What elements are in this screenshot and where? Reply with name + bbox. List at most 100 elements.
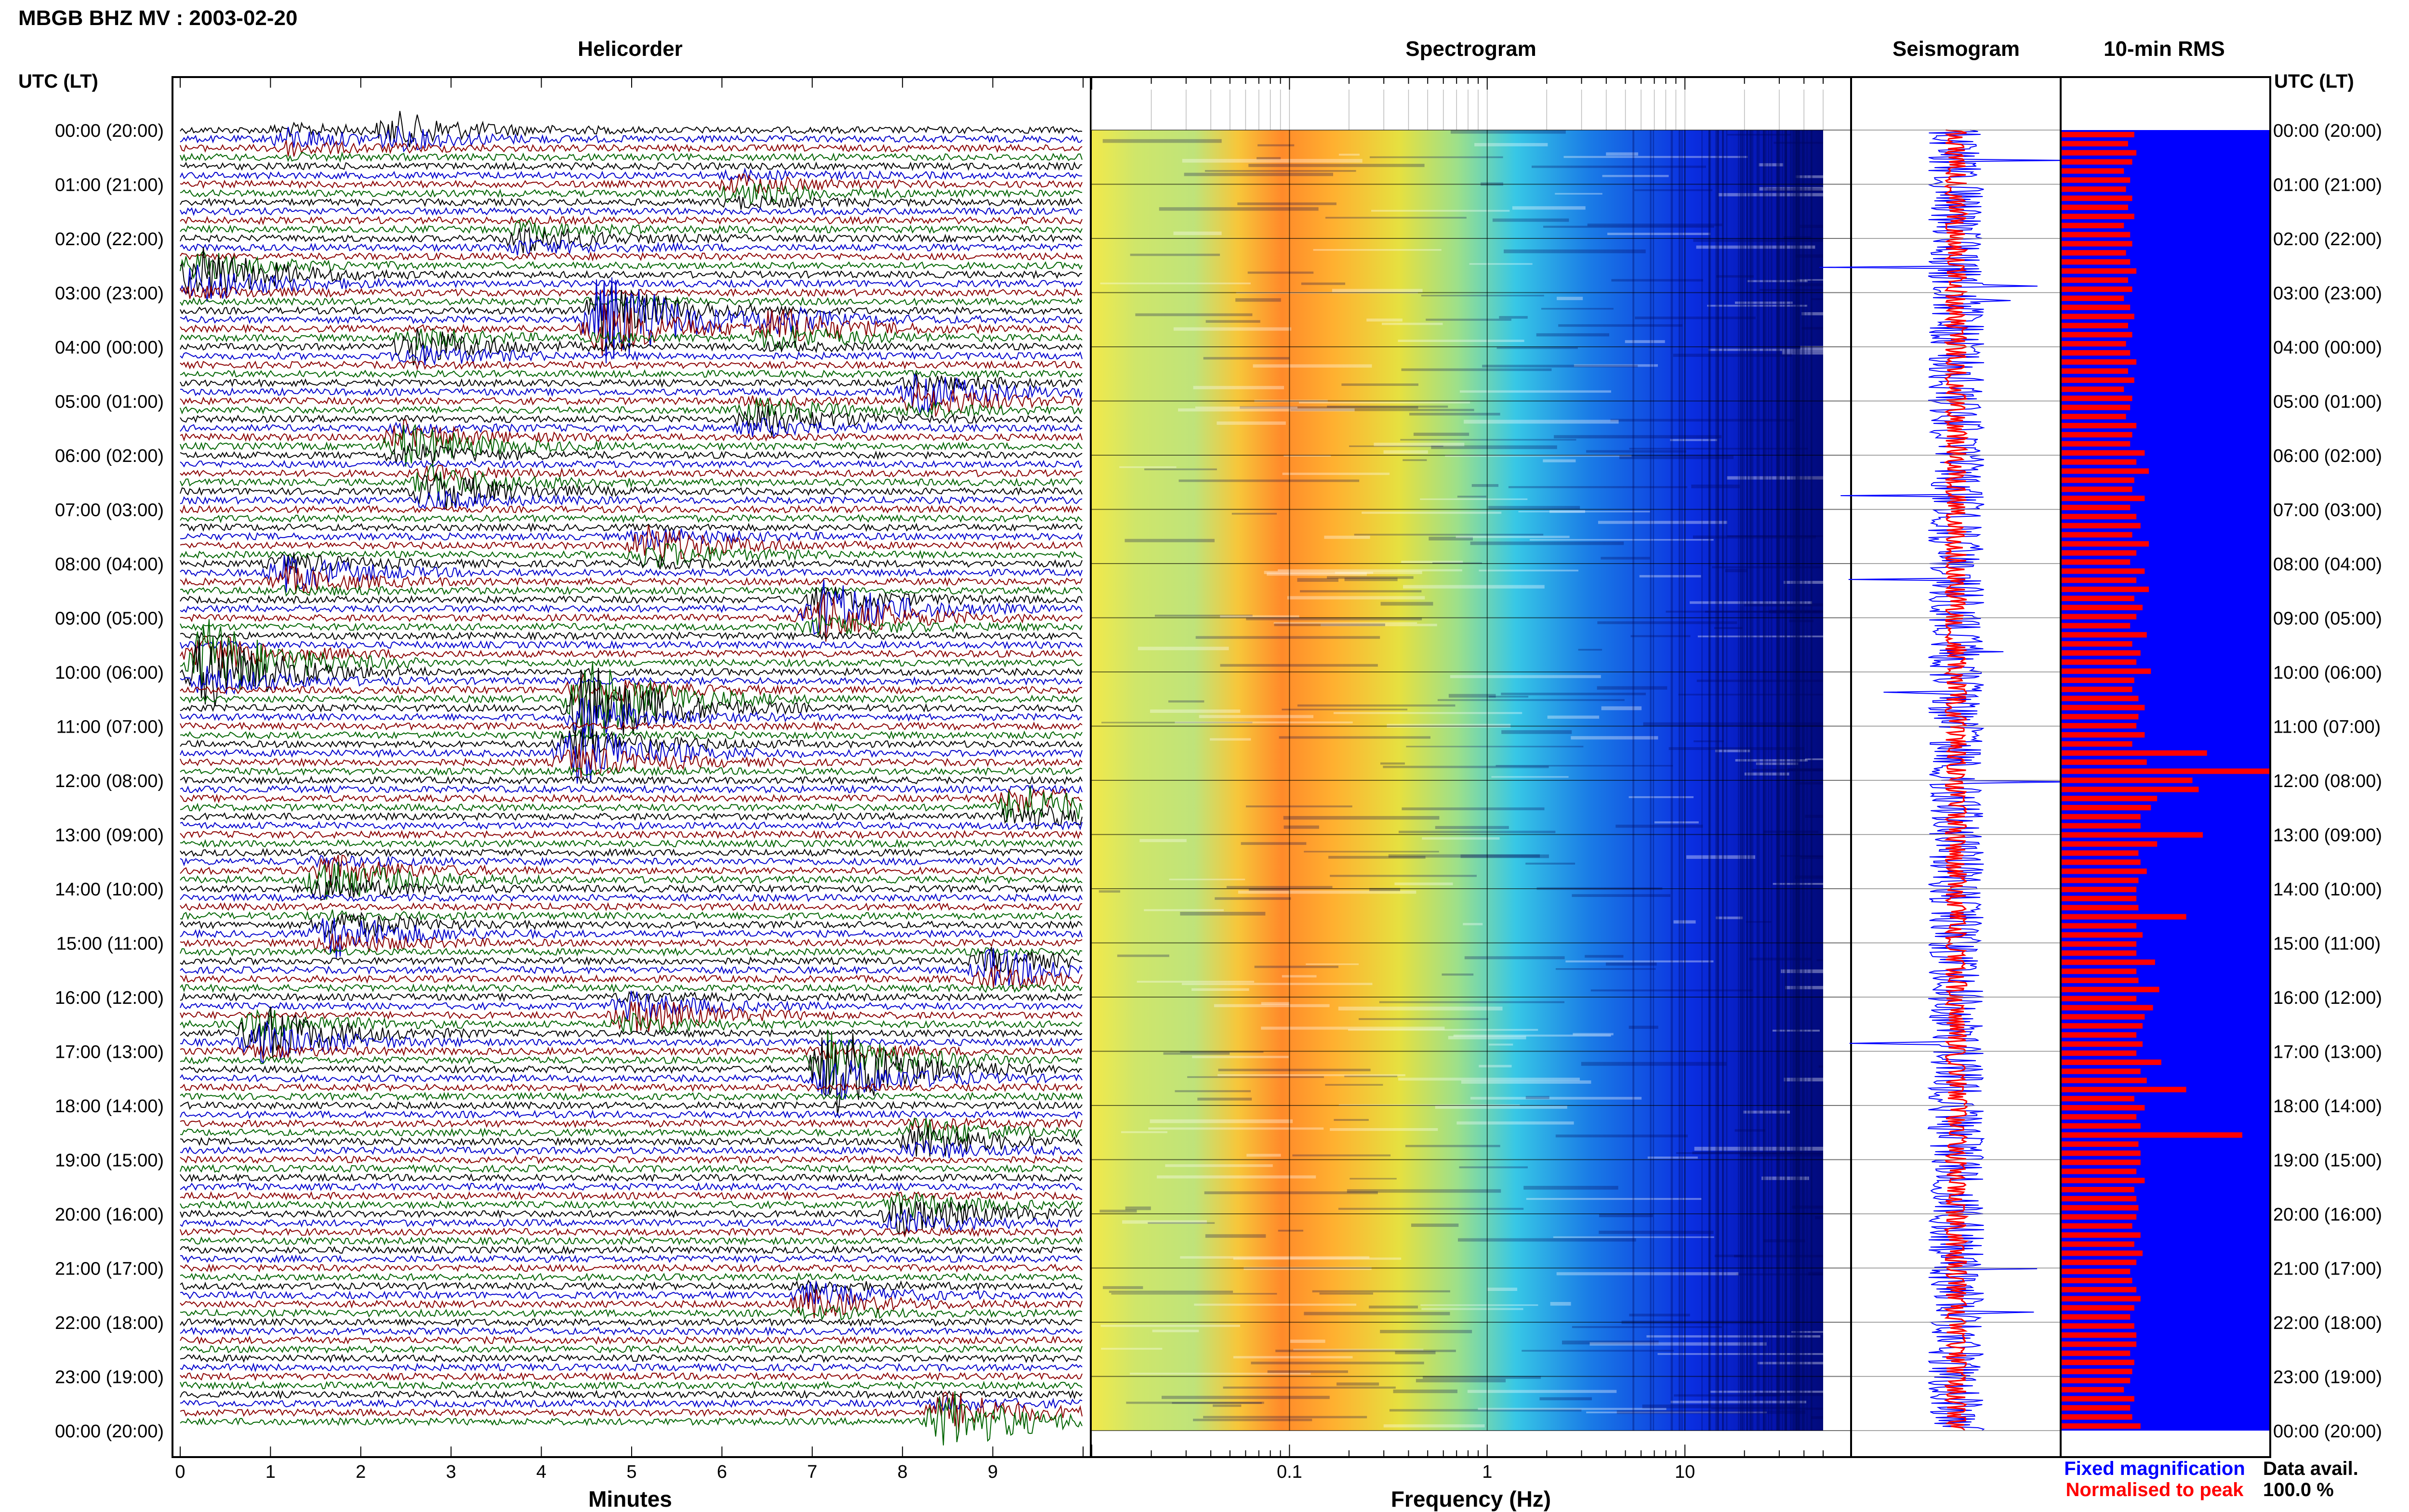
spectrogram-streak bbox=[1734, 1129, 1765, 1132]
spectrogram-streak bbox=[1654, 821, 1699, 824]
spectrogram-streak bbox=[1195, 407, 1298, 409]
hour-label-left: 21:00 (17:00) bbox=[55, 1259, 164, 1279]
rms-bar bbox=[2062, 1150, 2141, 1156]
spectrogram-streak bbox=[1422, 837, 1500, 840]
spectrogram-streak bbox=[1233, 1356, 1353, 1359]
spectrogram-streak bbox=[1625, 340, 1665, 343]
rms-bar bbox=[2062, 878, 2139, 883]
rms-bar bbox=[2062, 368, 2128, 374]
spectrogram-streak bbox=[1426, 318, 1511, 321]
rms-bar bbox=[2062, 959, 2155, 965]
spectrogram-streak bbox=[1130, 1372, 1311, 1375]
rms-bar bbox=[2062, 1223, 2132, 1229]
helicorder-trace bbox=[180, 990, 1083, 1021]
rms-bar bbox=[2062, 696, 2139, 701]
spectrogram-streak bbox=[1615, 825, 1703, 828]
rms-bar bbox=[2062, 1232, 2141, 1238]
spectrogram-streak bbox=[1508, 486, 1688, 488]
spectrogram-streak bbox=[1383, 1424, 1485, 1428]
helicorder-trace bbox=[180, 1389, 1083, 1400]
helicorder-trace bbox=[180, 784, 1083, 795]
spectrogram-streak bbox=[1344, 1075, 1398, 1078]
helicorder-trace bbox=[180, 1371, 1083, 1381]
spectrogram-streak bbox=[1223, 1386, 1396, 1389]
spectrogram-streak bbox=[1759, 163, 1784, 167]
spectrogram-streak bbox=[1246, 617, 1422, 620]
helicorder-trace bbox=[180, 1263, 1083, 1273]
spectrogram-streak bbox=[1487, 1288, 1518, 1291]
spectrogram-streak bbox=[1172, 1402, 1262, 1404]
spectrogram-streak bbox=[1278, 1230, 1304, 1232]
spectrogram-streak bbox=[1173, 327, 1292, 331]
helicorder-trace bbox=[180, 893, 1083, 903]
spectrogram-streak bbox=[1606, 152, 1639, 156]
rms-bar bbox=[2062, 377, 2134, 383]
rms-bar bbox=[2062, 577, 2137, 583]
rms-bar bbox=[2062, 859, 2141, 865]
spectrogram-streak bbox=[1512, 206, 1586, 210]
rms-bar bbox=[2062, 1087, 2186, 1092]
rms-bar bbox=[2062, 986, 2159, 992]
spectrogram-streak bbox=[1716, 275, 1754, 278]
hour-label-right: 12:00 (08:00) bbox=[2273, 771, 2382, 791]
helicorder-trace bbox=[180, 855, 1083, 868]
spectrogram-streak bbox=[1457, 1238, 1636, 1242]
spectrogram-streak bbox=[1338, 1006, 1503, 1011]
spectrogram-streak bbox=[1571, 736, 1658, 740]
spectrogram-streak bbox=[1761, 1176, 1809, 1180]
helicorder-trace bbox=[180, 1173, 1083, 1183]
spectrogram-streak bbox=[1565, 960, 1714, 963]
spectrogram-streak bbox=[1380, 602, 1433, 606]
spectrogram-streak bbox=[1587, 224, 1722, 226]
spectrogram-streak bbox=[1562, 1341, 1659, 1345]
spectrogram-streak bbox=[1398, 340, 1524, 342]
spectrogram-streak bbox=[1782, 351, 1823, 355]
spectrogram-streak bbox=[1558, 324, 1683, 327]
helicorder-trace bbox=[180, 593, 1083, 642]
spectrogram-streak bbox=[1581, 1062, 1727, 1066]
helicorder-trace bbox=[180, 965, 1083, 989]
spectrogram-streak bbox=[1572, 1326, 1722, 1328]
spectrogram-streak bbox=[1453, 1034, 1611, 1037]
spectrogram-streak bbox=[1371, 210, 1510, 212]
spectrogram-streak bbox=[1611, 279, 1703, 282]
helicorder-trace bbox=[180, 325, 1083, 352]
spectrogram-streak bbox=[1327, 576, 1414, 579]
rms-bar bbox=[2062, 632, 2147, 638]
spectrogram-streak bbox=[1597, 621, 1737, 624]
spectrogram-streak bbox=[1678, 694, 1823, 696]
helicorder-trace bbox=[180, 504, 1083, 514]
hour-label-right: 20:00 (16:00) bbox=[2273, 1205, 2382, 1225]
spectrogram-streak bbox=[1705, 611, 1823, 613]
spectrogram-streak bbox=[1099, 890, 1121, 893]
spectrogram-streak bbox=[1686, 855, 1755, 859]
rms-bar bbox=[2062, 232, 2131, 237]
spectrogram-streak bbox=[1714, 627, 1743, 630]
spectrogram-streak bbox=[1759, 187, 1823, 191]
spectrogram-streak bbox=[1175, 1090, 1251, 1092]
hour-label-right: 11:00 (07:00) bbox=[2273, 717, 2381, 737]
spectrogram-streak bbox=[1328, 855, 1426, 859]
hour-label-left: 13:00 (09:00) bbox=[55, 826, 164, 846]
helicorder-trace bbox=[180, 555, 1083, 592]
spectrogram-streak bbox=[1578, 649, 1602, 651]
helicorder-trace bbox=[180, 513, 1083, 524]
helicorder-trace bbox=[180, 284, 1083, 337]
frequency-axis-label: Frequency (Hz) bbox=[1391, 1486, 1551, 1512]
frequency-tick-label: 10 bbox=[1675, 1462, 1695, 1482]
spectrogram-streak bbox=[1676, 1152, 1803, 1154]
hour-label-left: 22:00 (18:00) bbox=[55, 1313, 164, 1333]
rms-bar bbox=[2062, 468, 2149, 474]
spectrogram-streak bbox=[1178, 408, 1355, 412]
spectrogram-streak bbox=[1205, 320, 1260, 323]
rms-bar bbox=[2062, 1341, 2137, 1347]
spectrogram-streak bbox=[1586, 1411, 1767, 1414]
hour-label-left: 23:00 (19:00) bbox=[55, 1367, 164, 1388]
hour-label-left: 02:00 (22:00) bbox=[55, 229, 164, 250]
spectrogram-streak bbox=[1148, 1222, 1215, 1224]
rms-bar bbox=[2062, 723, 2137, 729]
rms-bars bbox=[2062, 131, 2269, 1429]
utc-lt-left-label: UTC (LT) bbox=[18, 71, 98, 92]
spectrogram-streak bbox=[1696, 679, 1823, 682]
spectrogram-streak bbox=[1409, 412, 1500, 416]
